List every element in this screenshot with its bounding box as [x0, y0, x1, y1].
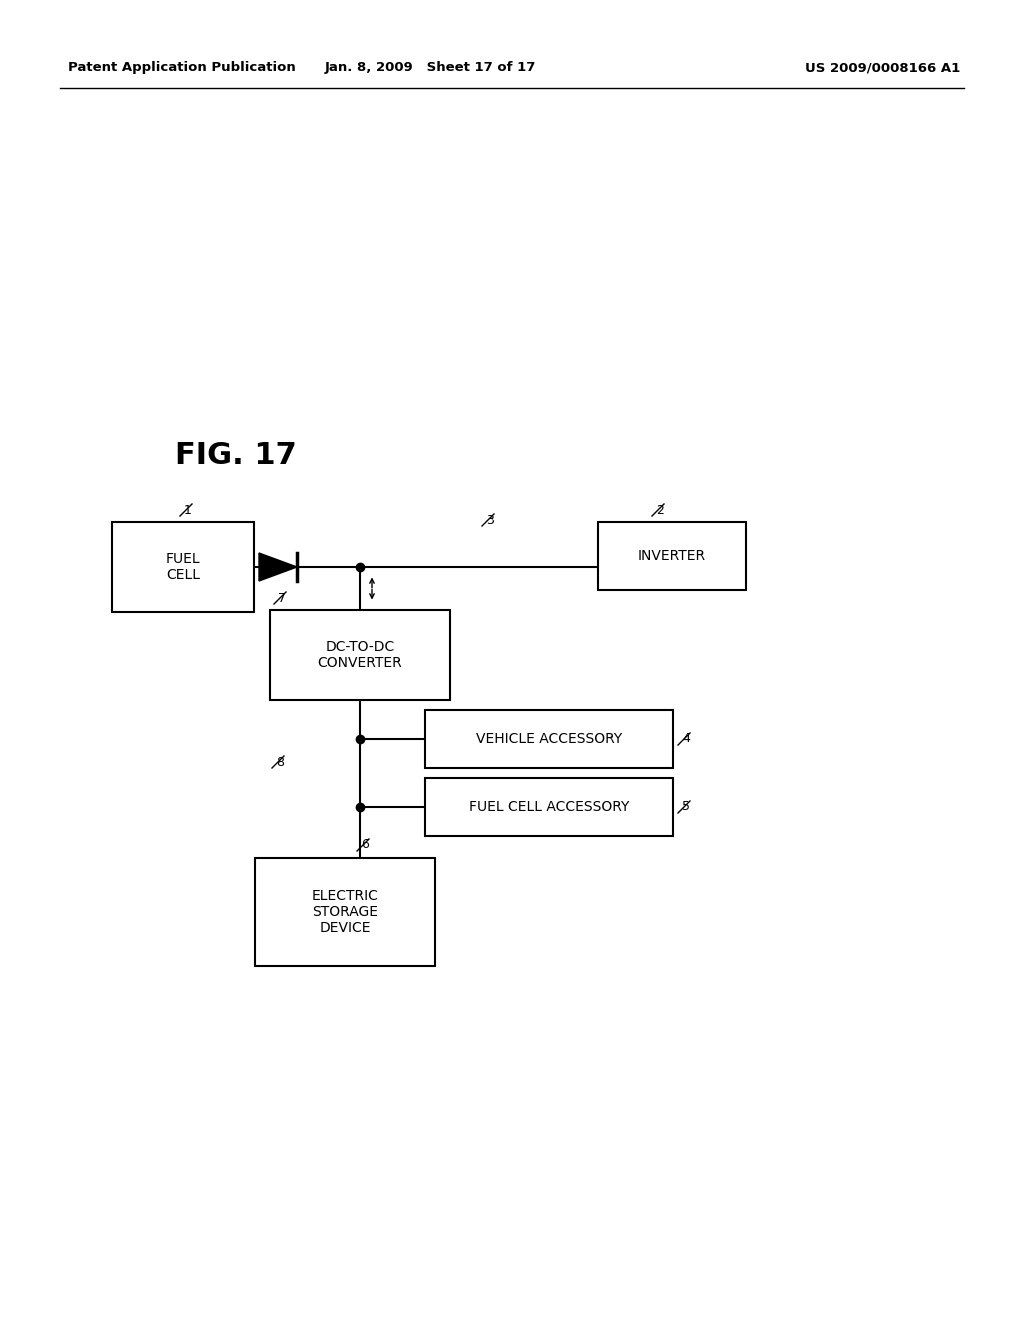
Text: DC-TO-DC
CONVERTER: DC-TO-DC CONVERTER: [317, 640, 402, 671]
Text: FUEL
CELL: FUEL CELL: [166, 552, 201, 582]
Text: 2: 2: [656, 503, 664, 516]
Polygon shape: [259, 553, 297, 581]
Text: 8: 8: [276, 755, 284, 768]
Text: INVERTER: INVERTER: [638, 549, 707, 564]
Bar: [425, 710, 673, 768]
Text: 4: 4: [682, 733, 690, 746]
Bar: [598, 521, 746, 590]
Bar: [425, 777, 673, 836]
Text: 3: 3: [486, 513, 494, 527]
Bar: [112, 521, 254, 612]
Text: 7: 7: [278, 591, 286, 605]
Text: FIG. 17: FIG. 17: [175, 441, 297, 470]
Text: 1: 1: [184, 503, 191, 516]
Text: 6: 6: [361, 838, 369, 851]
Text: US 2009/0008166 A1: US 2009/0008166 A1: [805, 62, 961, 74]
Bar: [270, 610, 450, 700]
Text: Patent Application Publication: Patent Application Publication: [68, 62, 296, 74]
Text: FUEL CELL ACCESSORY: FUEL CELL ACCESSORY: [469, 800, 629, 814]
Text: 5: 5: [682, 800, 690, 813]
Bar: [255, 858, 435, 966]
Text: ELECTRIC
STORAGE
DEVICE: ELECTRIC STORAGE DEVICE: [311, 888, 379, 935]
Text: Jan. 8, 2009   Sheet 17 of 17: Jan. 8, 2009 Sheet 17 of 17: [325, 62, 536, 74]
Text: VEHICLE ACCESSORY: VEHICLE ACCESSORY: [476, 733, 623, 746]
